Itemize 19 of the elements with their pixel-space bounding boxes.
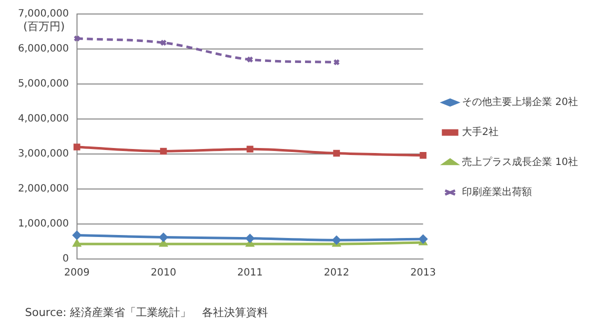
y-tick-label: 2,000,000	[18, 184, 69, 195]
x-tick-label: 2012	[324, 268, 350, 279]
x-tick-label: 2010	[150, 268, 176, 279]
y-tick-label: 1,000,000	[18, 218, 69, 230]
x-tick-label: 2011	[237, 268, 263, 279]
y-tick-label: 6,000,000	[18, 44, 69, 55]
legend-label: 大手2社	[462, 126, 498, 138]
y-tick-label: 4,000,000	[18, 114, 69, 125]
y-tick-label: 7,000,000	[18, 8, 69, 20]
x-tick-label: 2009	[64, 268, 90, 279]
legend-label: 印刷産業出荷額	[462, 186, 532, 198]
y-axis-title: (百万円)	[23, 20, 65, 33]
y-tick-label: 5,000,000	[18, 78, 69, 90]
x-tick-label: 2013	[410, 268, 436, 279]
y-tick-label: 0	[62, 254, 69, 265]
legend-label: 売上プラス成長企業 10社	[462, 156, 578, 168]
legend-label: その他主要上場企業 20社	[462, 96, 578, 108]
y-tick-label: 3,000,000	[18, 148, 69, 160]
source-note: Source: 経済産業省「工業統計」 各社決算資料	[25, 306, 268, 319]
